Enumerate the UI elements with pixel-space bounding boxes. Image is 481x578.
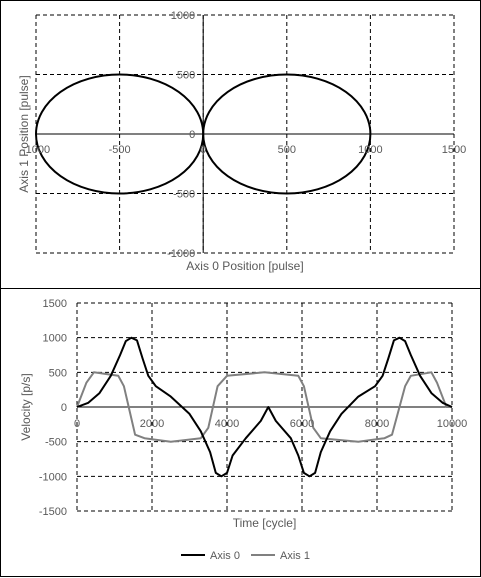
x-tick-label: -1000 [22,144,50,156]
x-tick-label: 1000 [358,144,382,156]
legend-label-axis-1: Axis 1 [280,550,310,562]
y-tick-label: -1000 [39,471,67,483]
series-line-axis-0 [76,336,453,478]
position-chart: -1000 -500 0 500 1000 1500 -1000 -500 0 500 1000 Ax… [17,10,466,273]
y-tick-label: 0 [61,402,67,414]
chart-panel-velocity: 0 2000 4000 6000 8000 10000 -1500 -1000 -500 0 500… [0,288,481,577]
y-tick-label: 1000 [171,10,195,22]
x-tick-label: 6000 [290,418,314,430]
y-tick-label: 500 [177,70,195,82]
x-tick-label: 0 [200,144,206,156]
trajectory-series [35,73,372,195]
legend: Axis 0 Axis 1 [181,550,310,562]
y-tick-label: 1000 [43,333,67,345]
x-tick-label: 500 [278,144,296,156]
y-tick-label: 1500 [43,298,67,310]
y-tick-label: -1500 [39,506,67,518]
chart-panel-position: -1000 -500 0 500 1000 1500 -1000 -500 0 500 1000 Ax… [0,0,481,289]
x-tick-label: -500 [109,144,131,156]
y-axis-title: Velocity [p/s] [19,373,33,440]
x-tick-label: 2000 [140,418,164,430]
y-tick-label: 500 [49,367,67,379]
x-tick-label: 4000 [215,418,239,430]
x-tick-label: 0 [74,418,80,430]
y-tick-label: 0 [189,129,195,141]
y-tick-label: -1000 [167,248,195,260]
y-tick-label: -500 [45,437,67,449]
x-tick-label: 1500 [442,144,466,156]
x-axis-title: Time [cycle] [233,516,297,530]
y-axis-title: Axis 1 Position [pulse] [17,75,31,192]
legend-label-axis-0: Axis 0 [210,550,240,562]
series-line-axis-1 [76,371,452,443]
x-tick-label: 8000 [365,418,389,430]
velocity-chart: 0 2000 4000 6000 8000 10000 -1500 -1000 -500 0 500… [19,298,468,562]
x-axis-title: Axis 0 Position [pulse] [186,259,303,273]
trajectory-circle-2 [202,73,372,195]
y-tick-label: -500 [173,189,195,201]
x-tick-label: 10000 [437,418,468,430]
